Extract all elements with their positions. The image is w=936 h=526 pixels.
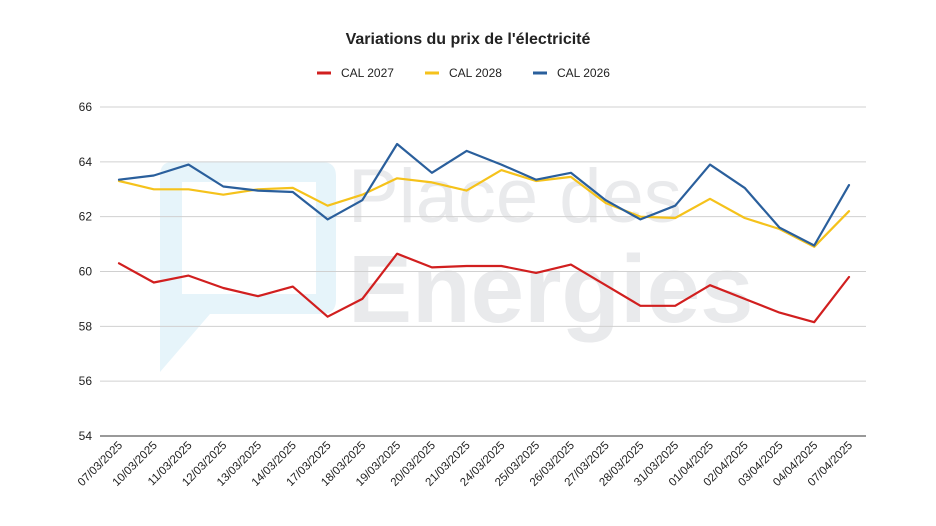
y-tick-label: 54 bbox=[79, 429, 93, 443]
watermark-logo: Place des Energies bbox=[160, 154, 754, 372]
grid bbox=[100, 106, 866, 437]
series-lines bbox=[117, 142, 851, 324]
watermark-line-2: Energies bbox=[348, 236, 754, 343]
watermark-line-1: Place des bbox=[348, 154, 682, 239]
legend-label: CAL 2026 bbox=[557, 66, 610, 80]
y-tick-label: 62 bbox=[79, 210, 93, 224]
legend-label: CAL 2028 bbox=[449, 66, 502, 80]
y-tick-label: 66 bbox=[79, 100, 93, 114]
series-line-cal-2026 bbox=[117, 142, 851, 247]
y-tick-label: 58 bbox=[79, 319, 93, 333]
series-line-cal-2027 bbox=[117, 252, 851, 324]
legend-label: CAL 2027 bbox=[341, 66, 394, 80]
y-tick-label: 56 bbox=[79, 374, 93, 388]
series-line-cal-2028 bbox=[117, 169, 851, 248]
legend: CAL 2027 CAL 2028 CAL 2026 bbox=[317, 66, 610, 80]
chart-title: Variations du prix de l'électricité bbox=[346, 31, 591, 48]
watermark-speech-bubble-icon bbox=[160, 162, 336, 372]
y-axis: 54 56 58 60 62 64 66 bbox=[79, 100, 93, 443]
y-tick-label: 64 bbox=[79, 155, 93, 169]
x-axis: 07/03/202510/03/202511/03/202512/03/2025… bbox=[76, 440, 855, 489]
y-tick-label: 60 bbox=[79, 265, 93, 279]
